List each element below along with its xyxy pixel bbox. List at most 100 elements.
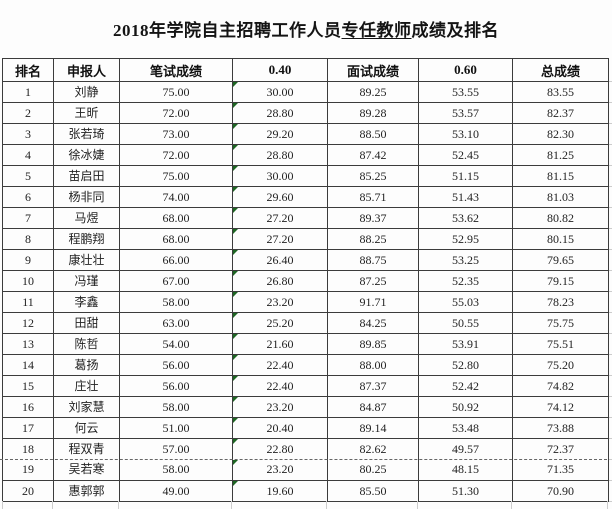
- cell-total_score-row14[interactable]: 75.20: [512, 354, 609, 376]
- cell-interview_score-row3[interactable]: 88.50: [327, 123, 419, 145]
- cell-written_score-row19[interactable]: 58.00: [119, 459, 233, 481]
- cell-weight_040-row20[interactable]: 19.60: [232, 480, 328, 502]
- cell-written_score-row14[interactable]: 56.00: [119, 354, 233, 376]
- cell-weight_040-row10[interactable]: 26.80: [232, 270, 328, 292]
- cell-rank-row4[interactable]: 4: [2, 144, 54, 166]
- cell-applicant-row19[interactable]: 吴若寒: [53, 459, 120, 481]
- cell-interview_score-row6[interactable]: 85.71: [327, 186, 419, 208]
- cell-written_score-row13[interactable]: 54.00: [119, 333, 233, 355]
- cell-written_score-row12[interactable]: 63.00: [119, 312, 233, 334]
- cell-written_score-row9[interactable]: 66.00: [119, 249, 233, 271]
- cell-total_score-row4[interactable]: 81.25: [512, 144, 609, 166]
- cell-written_score-row4[interactable]: 72.00: [119, 144, 233, 166]
- cell-applicant-row18[interactable]: 程双青: [53, 438, 120, 460]
- cell-applicant-row2[interactable]: 王昕: [53, 102, 120, 124]
- cell-interview_score-row11[interactable]: 91.71: [327, 291, 419, 313]
- cell-weight_060-row6[interactable]: 51.43: [418, 186, 513, 208]
- cell-interview_score-row7[interactable]: 89.37: [327, 207, 419, 229]
- cell-weight_060-row15[interactable]: 52.42: [418, 375, 513, 397]
- cell-total_score-row12[interactable]: 75.75: [512, 312, 609, 334]
- cell-interview_score-row18[interactable]: 82.62: [327, 438, 419, 460]
- cell-weight_040-row3[interactable]: 29.20: [232, 123, 328, 145]
- cell-applicant-row14[interactable]: 葛扬: [53, 354, 120, 376]
- cell-interview_score-row4[interactable]: 87.42: [327, 144, 419, 166]
- cell-written_score-row16[interactable]: 58.00: [119, 396, 233, 418]
- cell-applicant-row1[interactable]: 刘静: [53, 81, 120, 103]
- cell-weight_040-row5[interactable]: 30.00: [232, 165, 328, 187]
- cell-interview_score-row17[interactable]: 89.14: [327, 417, 419, 439]
- cell-applicant-row8[interactable]: 程鹏翔: [53, 228, 120, 250]
- cell-rank-row16[interactable]: 16: [2, 396, 54, 418]
- cell-weight_040-row1[interactable]: 30.00: [232, 81, 328, 103]
- cell-interview_score-row16[interactable]: 84.87: [327, 396, 419, 418]
- cell-interview_score-row9[interactable]: 88.75: [327, 249, 419, 271]
- cell-written_score-row2[interactable]: 72.00: [119, 102, 233, 124]
- cell-rank-row8[interactable]: 8: [2, 228, 54, 250]
- cell-interview_score-row10[interactable]: 87.25: [327, 270, 419, 292]
- cell-applicant-row6[interactable]: 杨非同: [53, 186, 120, 208]
- cell-weight_060-row14[interactable]: 52.80: [418, 354, 513, 376]
- cell-written_score-row1[interactable]: 75.00: [119, 81, 233, 103]
- cell-weight_060-row12[interactable]: 50.55: [418, 312, 513, 334]
- cell-applicant-row12[interactable]: 田甜: [53, 312, 120, 334]
- cell-written_score-row7[interactable]: 68.00: [119, 207, 233, 229]
- cell-weight_060-row5[interactable]: 51.15: [418, 165, 513, 187]
- cell-rank-row14[interactable]: 14: [2, 354, 54, 376]
- cell-total_score-row11[interactable]: 78.23: [512, 291, 609, 313]
- cell-interview_score-row13[interactable]: 89.85: [327, 333, 419, 355]
- cell-total_score-row10[interactable]: 79.15: [512, 270, 609, 292]
- cell-weight_060-row8[interactable]: 52.95: [418, 228, 513, 250]
- cell-interview_score-row20[interactable]: 85.50: [327, 480, 419, 502]
- column-header-weight-040[interactable]: 0.40: [232, 58, 328, 82]
- cell-total_score-row3[interactable]: 82.30: [512, 123, 609, 145]
- cell-weight_040-row11[interactable]: 23.20: [232, 291, 328, 313]
- cell-rank-row18[interactable]: 18: [2, 438, 54, 460]
- column-header-total-score[interactable]: 总成绩: [512, 58, 609, 82]
- cell-total_score-row17[interactable]: 73.88: [512, 417, 609, 439]
- cell-weight_040-row4[interactable]: 28.80: [232, 144, 328, 166]
- cell-applicant-row11[interactable]: 李鑫: [53, 291, 120, 313]
- cell-applicant-row13[interactable]: 陈哲: [53, 333, 120, 355]
- cell-written_score-row11[interactable]: 58.00: [119, 291, 233, 313]
- cell-applicant-row5[interactable]: 苗启田: [53, 165, 120, 187]
- cell-total_score-row13[interactable]: 75.51: [512, 333, 609, 355]
- cell-interview_score-row2[interactable]: 89.28: [327, 102, 419, 124]
- cell-weight_040-row18[interactable]: 22.80: [232, 438, 328, 460]
- cell-weight_040-row17[interactable]: 20.40: [232, 417, 328, 439]
- cell-total_score-row19[interactable]: 71.35: [512, 459, 609, 481]
- cell-total_score-row5[interactable]: 81.15: [512, 165, 609, 187]
- cell-applicant-row16[interactable]: 刘家慧: [53, 396, 120, 418]
- cell-interview_score-row14[interactable]: 88.00: [327, 354, 419, 376]
- cell-rank-row17[interactable]: 17: [2, 417, 54, 439]
- cell-weight_040-row15[interactable]: 22.40: [232, 375, 328, 397]
- cell-rank-row3[interactable]: 3: [2, 123, 54, 145]
- cell-weight_040-row12[interactable]: 25.20: [232, 312, 328, 334]
- cell-weight_060-row1[interactable]: 53.55: [418, 81, 513, 103]
- column-header-applicant[interactable]: 申报人: [53, 58, 120, 82]
- cell-rank-row10[interactable]: 10: [2, 270, 54, 292]
- cell-weight_060-row19[interactable]: 48.15: [418, 459, 513, 481]
- cell-applicant-row4[interactable]: 徐冰婕: [53, 144, 120, 166]
- cell-applicant-row10[interactable]: 冯瑾: [53, 270, 120, 292]
- cell-weight_060-row17[interactable]: 53.48: [418, 417, 513, 439]
- cell-weight_060-row4[interactable]: 52.45: [418, 144, 513, 166]
- cell-weight_040-row16[interactable]: 23.20: [232, 396, 328, 418]
- cell-weight_040-row8[interactable]: 27.20: [232, 228, 328, 250]
- cell-weight_040-row7[interactable]: 27.20: [232, 207, 328, 229]
- cell-written_score-row15[interactable]: 56.00: [119, 375, 233, 397]
- cell-applicant-row17[interactable]: 何云: [53, 417, 120, 439]
- cell-weight_060-row2[interactable]: 53.57: [418, 102, 513, 124]
- cell-written_score-row8[interactable]: 68.00: [119, 228, 233, 250]
- cell-interview_score-row12[interactable]: 84.25: [327, 312, 419, 334]
- cell-written_score-row5[interactable]: 75.00: [119, 165, 233, 187]
- cell-total_score-row7[interactable]: 80.82: [512, 207, 609, 229]
- cell-rank-row13[interactable]: 13: [2, 333, 54, 355]
- cell-rank-row6[interactable]: 6: [2, 186, 54, 208]
- cell-rank-row11[interactable]: 11: [2, 291, 54, 313]
- cell-interview_score-row19[interactable]: 80.25: [327, 459, 419, 481]
- cell-rank-row7[interactable]: 7: [2, 207, 54, 229]
- cell-weight_060-row3[interactable]: 53.10: [418, 123, 513, 145]
- cell-rank-row20[interactable]: 20: [2, 480, 54, 502]
- cell-weight_040-row9[interactable]: 26.40: [232, 249, 328, 271]
- cell-rank-row1[interactable]: 1: [2, 81, 54, 103]
